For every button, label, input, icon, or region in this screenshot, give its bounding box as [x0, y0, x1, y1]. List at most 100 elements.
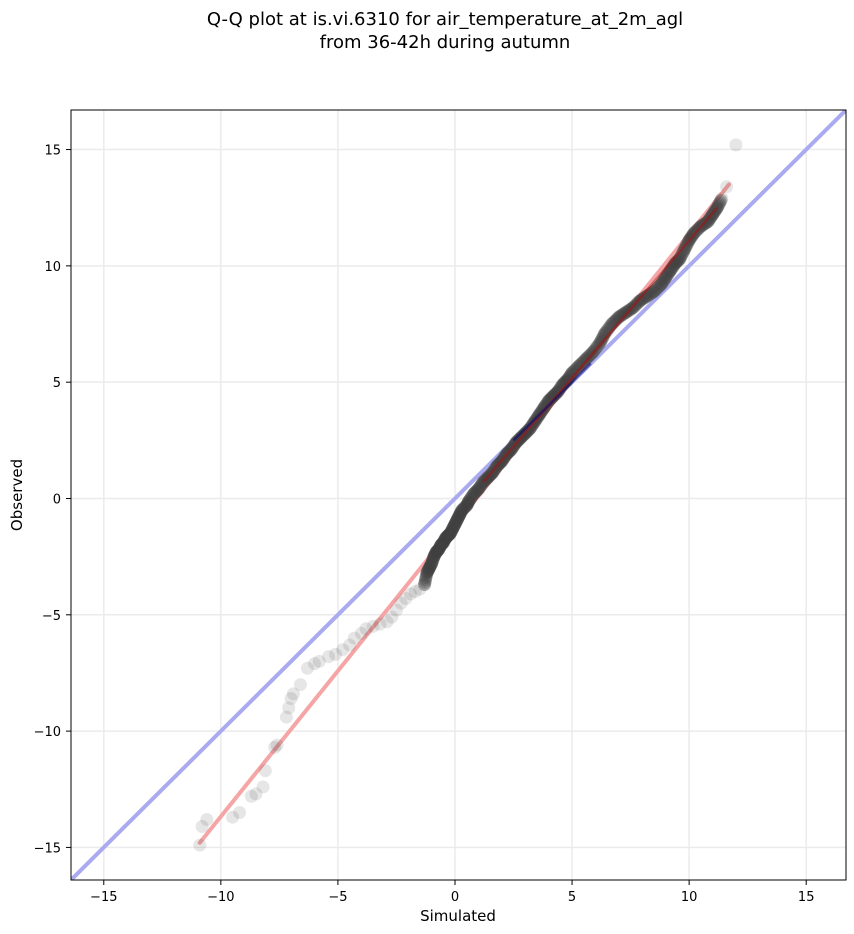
scatter-point — [432, 543, 446, 557]
y-tick-label: 10 — [44, 260, 61, 275]
scatter-point-dense — [550, 385, 564, 399]
scatter-point-dense — [460, 498, 474, 512]
scatter-point — [193, 838, 207, 852]
chart-title-line-1: Q-Q plot at is.vi.6310 for air_temperatu… — [206, 9, 684, 30]
scatter-point-dense — [657, 273, 671, 287]
scatter-point-dense — [467, 487, 481, 501]
scatter-point-dense — [543, 393, 557, 407]
scatter-point-dense — [457, 501, 471, 515]
scatter-point — [453, 508, 467, 522]
scatter-point-dense — [452, 509, 466, 523]
scatter-point-dense — [450, 513, 464, 527]
scatter-point-dense — [463, 492, 477, 506]
scatter-point-dense — [447, 520, 461, 534]
reference-lines — [71, 110, 846, 880]
scatter-point-dense — [427, 550, 441, 564]
scatter-point — [404, 587, 418, 601]
scatter-point — [425, 557, 439, 571]
scatter-point-dense — [444, 525, 458, 539]
scatter-point — [359, 622, 373, 636]
scatter-point-dense — [448, 516, 462, 530]
scatter-point — [336, 643, 350, 657]
scatter-point — [279, 710, 293, 724]
scatter-point — [380, 615, 394, 629]
scatter-point-dense — [443, 526, 457, 540]
scatter-point-dense — [653, 279, 667, 293]
scatter-point — [286, 687, 300, 701]
scatter-point-dense — [462, 494, 476, 508]
scatter-point — [354, 626, 368, 640]
scatter-point-dense — [471, 482, 485, 496]
scatter-point-dense — [447, 519, 461, 533]
scatter-point-dense — [434, 538, 448, 552]
scatter-point — [312, 654, 326, 668]
scatter-point — [467, 487, 481, 501]
scatter-point-dense — [424, 558, 438, 572]
scatter-point-dense — [548, 387, 562, 401]
scatter-point-dense — [714, 193, 728, 207]
scatter-point — [347, 631, 361, 645]
scatter-point — [434, 538, 448, 552]
scatter-point-dense — [454, 506, 468, 520]
scatter-point — [329, 647, 343, 661]
scatter-point — [282, 701, 296, 715]
scatter-point-dense — [444, 525, 458, 539]
scatter-point-dense — [579, 352, 593, 366]
scatter-point — [195, 819, 209, 833]
scatter-point — [293, 678, 307, 692]
scatter-point-dense — [436, 536, 450, 550]
scatter-point — [471, 482, 485, 496]
scatter-point — [268, 740, 282, 754]
scatter-point-dense — [419, 571, 433, 585]
y-tick-label: −5 — [42, 609, 61, 624]
scatter-point-dense — [572, 359, 586, 373]
scatter-point — [436, 536, 450, 550]
scatter-point-dense — [449, 515, 463, 529]
scatter-point-dense — [568, 363, 582, 377]
scatter-point-dense — [551, 384, 565, 398]
scatter-point-dense — [438, 533, 452, 547]
scatter-point-dense — [438, 532, 452, 546]
scatter-point-dense — [461, 496, 475, 510]
scatter-point — [389, 603, 403, 617]
scatter-point-dense — [537, 401, 551, 415]
scatter-point-dense — [470, 483, 484, 497]
scatter-point-dense — [472, 481, 486, 495]
scatter-point-dense — [455, 504, 469, 518]
scatter-point — [443, 526, 457, 540]
scatter-point-dense — [429, 545, 443, 559]
scatter-point-dense — [451, 511, 465, 525]
y-tick-label: −15 — [34, 841, 61, 856]
scatter-point-dense — [595, 332, 609, 346]
scatter-point-dense — [702, 213, 716, 227]
scatter-point-dense — [678, 241, 692, 255]
scatter-point-dense — [437, 535, 451, 549]
scatter-point-dense — [566, 364, 580, 378]
scatter-point — [408, 585, 422, 599]
scatter-point-dense — [445, 524, 459, 538]
scatter-point-dense — [441, 529, 455, 543]
scatter-point-dense — [544, 392, 558, 406]
scatter-point-dense — [421, 563, 435, 577]
scatter-point-dense — [677, 243, 691, 257]
scatter-point-dense — [469, 485, 483, 499]
scatter-point-dense — [563, 369, 577, 383]
scatter-point-dense — [425, 555, 439, 569]
scatter-point-dense — [701, 215, 715, 229]
scatter-point — [460, 498, 474, 512]
scatter-point — [373, 617, 387, 631]
scatter-point-dense — [655, 276, 669, 290]
scatter-point-dense — [418, 573, 432, 587]
scatter-point-dense — [660, 269, 674, 283]
scatter-point — [429, 545, 443, 559]
scatter-point-dense — [473, 479, 487, 493]
scatter-point-dense — [564, 367, 578, 381]
axis-ticks: −15 −10 −5 0 5 10 15 −15 −10 −5 0 5 10 15 — [34, 144, 815, 905]
scatter-point-dense — [440, 529, 454, 543]
scatter-point-dense — [465, 490, 479, 504]
scatter-point — [366, 619, 380, 633]
y-axis-label: Observed — [8, 459, 26, 531]
scatter-point-dense — [442, 527, 456, 541]
scatter-point-dense — [431, 544, 445, 558]
scatter-point — [418, 578, 432, 592]
